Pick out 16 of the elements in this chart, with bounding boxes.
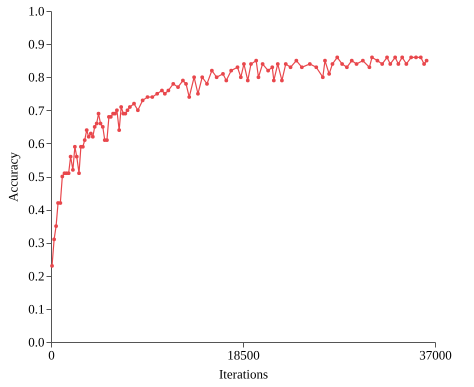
x-tick-label: 18500 <box>227 348 260 362</box>
y-tick-label: 0.3 <box>28 235 44 250</box>
x-axis-title: Iterations <box>218 366 268 382</box>
x-tick-label: 37000 <box>419 348 452 362</box>
x-tick-label: 0 <box>48 348 55 362</box>
y-tick-label: 0.8 <box>28 70 44 85</box>
y-tick-label: 0.1 <box>28 301 44 316</box>
y-tick-label: 0.2 <box>28 268 44 284</box>
y-tick-label: 1.0 <box>28 4 44 18</box>
y-tick-label: 0.9 <box>28 36 44 52</box>
y-tick-label: 0.7 <box>28 102 45 118</box>
y-tick-label: 0.5 <box>28 169 44 184</box>
y-tick-label: 0.0 <box>28 334 44 350</box>
y-tick-label: 0.6 <box>28 136 45 151</box>
y-tick-label: 0.4 <box>28 202 45 218</box>
y-axis-title: Accuracy <box>5 152 20 202</box>
